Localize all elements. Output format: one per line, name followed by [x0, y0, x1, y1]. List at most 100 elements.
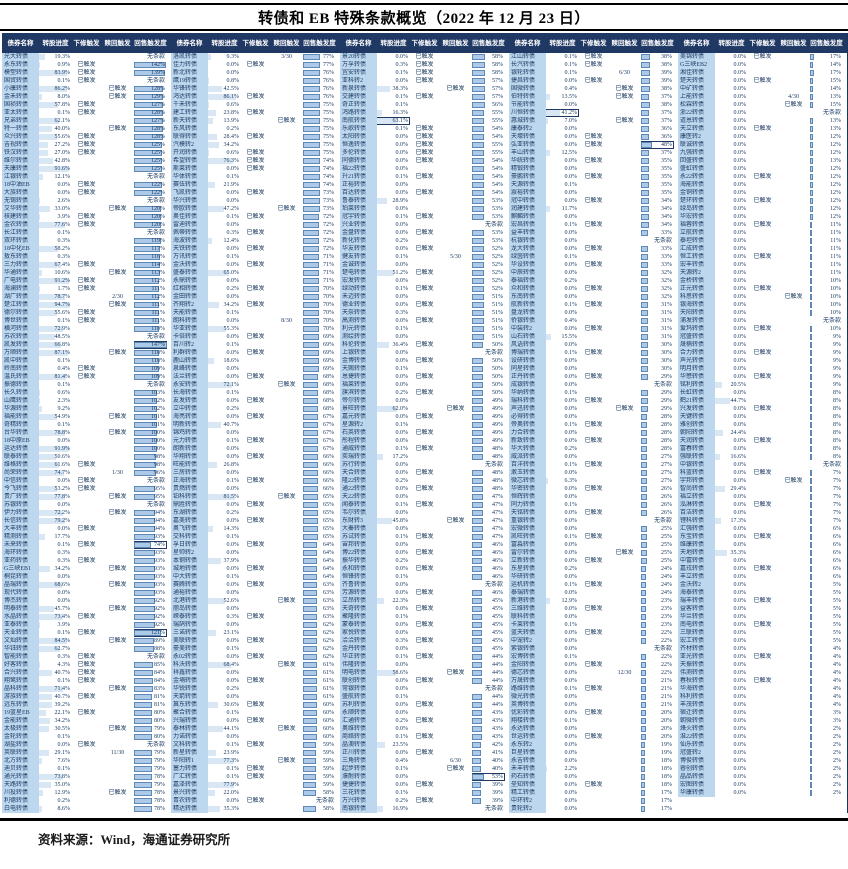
put-trigger-bar: [641, 582, 647, 588]
conversion-progress-cell: 76.3%: [208, 157, 241, 165]
redemption-trigger-cell: [608, 253, 641, 261]
conversion-progress-cell: 0.0%: [564, 782, 578, 788]
redemption-trigger-cell: [270, 501, 303, 509]
bond-name: 朝阳转债: [678, 429, 715, 437]
put-trigger-cell: 59%: [303, 757, 336, 765]
table-row: 伟测转债 0.0% 4%: [678, 669, 843, 677]
bond-name: 联诚转债: [678, 141, 715, 149]
progress-bar: [39, 310, 58, 316]
redemption-trigger-cell: [101, 477, 134, 485]
revision-trigger-cell: 已触发: [753, 406, 772, 412]
put-trigger-cell: 139%: [134, 69, 167, 77]
put-trigger-bar: [810, 302, 813, 308]
revision-trigger-cell: [72, 573, 101, 581]
conversion-progress-cell: 0.0%: [733, 702, 747, 708]
table-row: 兴发转债 0.0% 已触发 8%: [678, 405, 843, 413]
bond-name: 赛伍转债: [171, 181, 208, 189]
bond-name: 城地转债: [171, 565, 208, 573]
put-trigger-bar: [810, 774, 812, 780]
revision-trigger-cell: 已触发: [415, 798, 434, 804]
table-row: 东财转3 45.8% 已触发 47%: [340, 517, 505, 525]
put-trigger-bar: [641, 118, 650, 124]
put-trigger-cell: 67%: [303, 413, 336, 421]
conversion-progress-cell: 0.0%: [733, 286, 747, 292]
conversion-progress-cell: 0.1%: [395, 734, 409, 740]
table-row: 朝阳转债 24.4% 8%: [678, 429, 843, 437]
revision-trigger-cell: [241, 205, 270, 213]
put-trigger-bar: [472, 254, 484, 260]
redemption-trigger-cell: [101, 485, 134, 493]
put-trigger-bar: [810, 430, 812, 436]
put-trigger-cell: 12%: [810, 213, 843, 221]
column-header: 下修触发: [73, 39, 100, 47]
revision-trigger-cell: [579, 717, 608, 725]
table-row: 永22转债 0.0% 已触发 12%: [678, 173, 843, 181]
put-trigger-bar: [472, 774, 484, 780]
revision-trigger-cell: [410, 221, 439, 229]
revision-trigger-cell: [748, 445, 777, 453]
progress-bar: [377, 118, 398, 124]
redemption-trigger-cell: [777, 261, 810, 269]
table-row: 华康转债 0.0% 2%: [678, 789, 843, 797]
put-trigger-cell: 30%: [641, 357, 674, 365]
table-row: 家悦转债 0.0% 45%: [340, 629, 505, 637]
put-trigger-cell: 9%: [810, 333, 843, 341]
table-row: 金沃转2 0.0% 5%: [678, 581, 843, 589]
redemption-trigger-cell: [777, 253, 810, 261]
bond-name: 金博转债: [340, 357, 377, 365]
put-trigger-cell: 5%: [810, 597, 843, 605]
conversion-progress-cell: 0.2%: [395, 390, 409, 396]
progress-bar: [39, 566, 51, 572]
put-trigger-cell: 100%: [134, 445, 167, 453]
redemption-trigger-cell: [270, 453, 303, 461]
bond-name: 新北转债: [171, 69, 208, 77]
redemption-trigger-cell: [608, 781, 641, 789]
put-trigger-cell: 95%: [134, 493, 167, 501]
table-row: 宿迁转债 0.0% 3%: [678, 709, 843, 717]
bond-name: 帝奥转债: [509, 421, 546, 429]
table-row: 湘佳转债 0.0% 17%: [678, 69, 843, 77]
put-trigger-cell: 7%: [810, 469, 843, 477]
bond-name: 成银转债: [509, 381, 546, 389]
progress-bar: [39, 790, 44, 796]
revision-trigger-cell: [241, 509, 270, 517]
revision-trigger-cell: [748, 85, 777, 93]
bond-name: 景20转债: [340, 53, 377, 61]
put-trigger-cell: 25%: [641, 533, 674, 541]
table-row: 华懋转债 0.0% 已触发 9%: [678, 373, 843, 381]
table-row: 岭南转债 0.4% 已触发 109%: [2, 365, 167, 373]
revision-trigger-cell: 已触发: [753, 254, 772, 260]
put-trigger-cell: 72%: [303, 221, 336, 229]
redemption-trigger-cell: [608, 197, 641, 205]
progress-bar: [208, 158, 234, 164]
conversion-progress-cell: 22.0%: [208, 789, 241, 797]
put-trigger-cell: 39%: [472, 789, 505, 797]
redemption-trigger-cell: [439, 693, 472, 701]
redemption-trigger-cell: [439, 725, 472, 733]
put-trigger-bar: [472, 78, 485, 84]
table-row: 恒逸转债 0.0% 已触发 55%: [340, 141, 505, 149]
conversion-progress-cell: 0.0%: [395, 430, 409, 436]
revision-trigger-cell: [241, 749, 270, 757]
put-trigger-bar: [134, 126, 163, 132]
conversion-progress-cell: 0.1%: [226, 574, 240, 580]
redemption-trigger-cell: 3/30: [281, 54, 292, 60]
progress-bar: [39, 406, 43, 412]
bond-name: 晶澳转债: [340, 741, 377, 749]
bond-name: 海澜转债: [2, 285, 39, 293]
bond-name: 盘龙转债: [509, 309, 546, 317]
table-row: 希望转债 76.3% 已触发 74%: [171, 157, 336, 165]
revision-trigger-cell: 已触发: [584, 174, 603, 180]
put-trigger-cell: 111%: [134, 285, 167, 293]
revision-trigger-cell: [579, 101, 608, 109]
bond-name: 南银转债: [340, 805, 377, 813]
put-trigger-bar: [134, 438, 157, 444]
revision-trigger-cell: 已触发: [753, 566, 772, 572]
conversion-progress-cell: 18.6%: [208, 357, 241, 365]
bond-name: 瑞丰转债: [678, 597, 715, 605]
redemption-trigger-cell: [608, 237, 641, 245]
put-trigger-cell: 15%: [810, 101, 843, 109]
redemption-trigger-cell: [270, 325, 303, 333]
bond-name: 华体转债: [171, 173, 208, 181]
redemption-trigger-cell: [439, 309, 472, 317]
